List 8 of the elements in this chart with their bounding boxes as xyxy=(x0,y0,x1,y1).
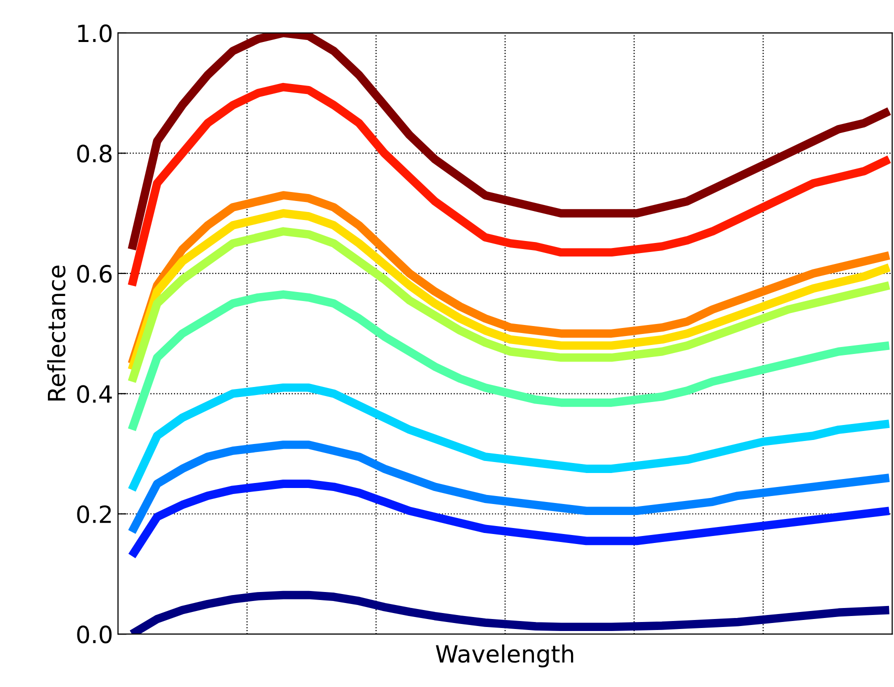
y-tick-label: 0.0 xyxy=(77,626,112,644)
y-tick-label: 1.0 xyxy=(78,24,112,42)
y-axis-title: Reflectance xyxy=(47,266,66,400)
y-tick-label: 0.6 xyxy=(77,264,112,283)
x-axis-title: Wavelength xyxy=(436,644,574,668)
y-tick-label: 0.4 xyxy=(77,385,112,403)
y-tick-label: 0.8 xyxy=(77,144,112,163)
y-tick-label: 0.2 xyxy=(77,505,111,524)
